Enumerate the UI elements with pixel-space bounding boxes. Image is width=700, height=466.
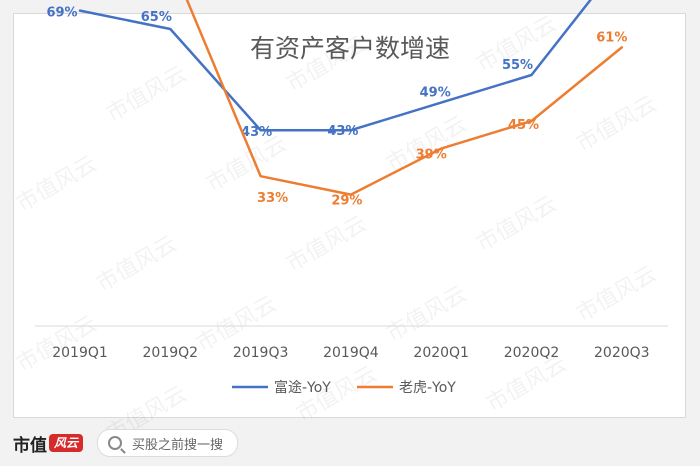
watermark-text: 市值风云 [12, 152, 101, 218]
brand-logo: 市值 风云 [13, 431, 83, 456]
x-tick-label: 2020Q1 [413, 345, 469, 361]
brand-seal: 风云 [49, 434, 83, 452]
watermark-text: 市值风云 [92, 232, 181, 298]
x-tick-label: 2019Q3 [233, 345, 289, 361]
legend-label: 老虎-YoY [399, 380, 456, 396]
x-tick-label: 2019Q1 [52, 345, 108, 361]
data-label: 55% [502, 58, 533, 73]
x-tick-label: 2020Q3 [594, 345, 650, 361]
data-label: 61% [596, 30, 627, 45]
footer: 市值 风云 买股之前搜一搜 [13, 426, 686, 460]
data-label: 43% [327, 124, 358, 139]
search-icon [108, 436, 122, 450]
brand-text: 市值 [13, 435, 47, 456]
legend: 富途-YoY 老虎-YoY [232, 379, 456, 396]
data-label: 29% [331, 194, 362, 209]
search-box[interactable]: 买股之前搜一搜 [97, 429, 239, 457]
chart-card [13, 13, 686, 418]
watermark-text: 市值风云 [572, 92, 661, 158]
watermark-text: 市值风云 [572, 262, 661, 328]
data-label: 45% [508, 118, 539, 133]
series-line [78, 0, 592, 132]
series-line [185, 0, 624, 196]
watermark-text: 市值风云 [102, 62, 191, 128]
data-label: 39% [416, 148, 447, 163]
x-axis-ticks: 2019Q1 2019Q2 2019Q3 2019Q4 2020Q1 2020Q2 2020… [52, 345, 649, 361]
data-label: 49% [420, 86, 451, 101]
watermark-text: 市值风云 [482, 352, 571, 418]
series-layer: 69%65%43%43%49%55%80%80%33%29%39%45%61% [46, 0, 627, 209]
x-tick-label: 2020Q2 [504, 345, 560, 361]
data-label: 65% [141, 10, 172, 25]
search-text: 买股之前搜一搜 [132, 437, 224, 453]
data-label: 69% [46, 6, 77, 21]
chart-title: 有资产客户数增速 [250, 34, 450, 63]
data-label: 43% [241, 125, 272, 140]
legend-label: 富途-YoY [274, 379, 331, 396]
watermark-text: 市值风云 [472, 192, 561, 258]
x-tick-label: 2019Q4 [323, 345, 379, 361]
watermark-text: 市值风云 [382, 282, 471, 348]
x-tick-label: 2019Q2 [143, 345, 199, 361]
watermark-text: 市值风云 [282, 212, 371, 278]
data-label: 33% [257, 191, 288, 206]
